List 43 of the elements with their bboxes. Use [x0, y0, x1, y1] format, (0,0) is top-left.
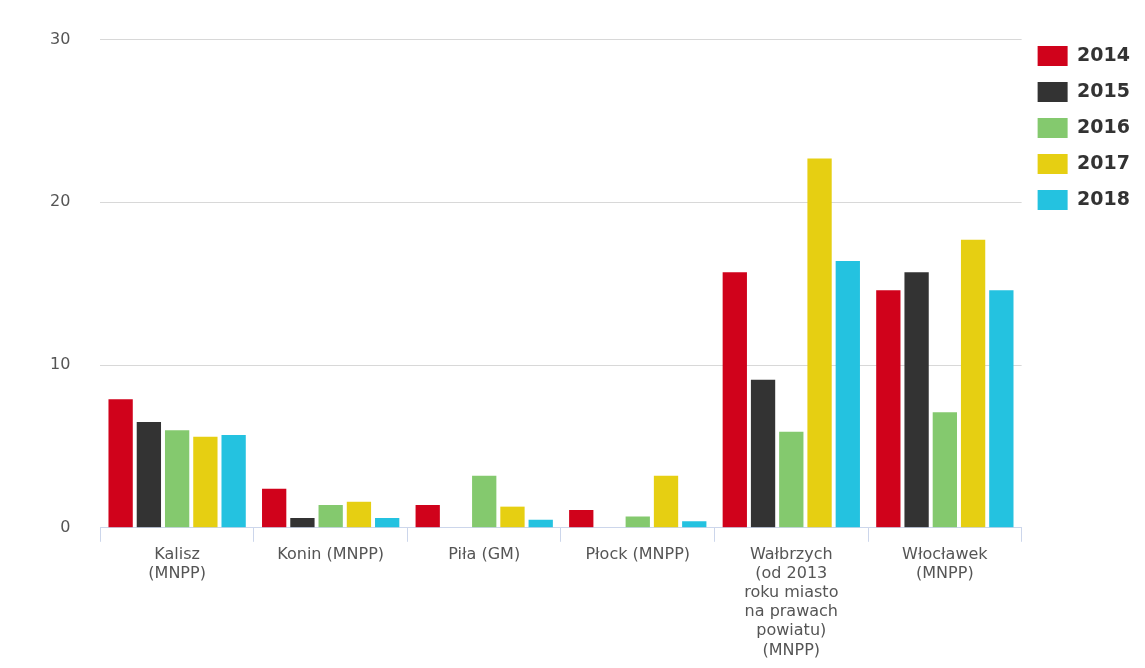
bar: [653, 475, 679, 528]
x-tick-label: Kalisz (MNPP): [148, 543, 206, 582]
y-tick-label: 0: [60, 516, 71, 536]
bar: [262, 488, 287, 528]
bar: [807, 158, 832, 528]
bar: [500, 506, 525, 528]
bar: [932, 412, 957, 528]
legend-label: 2017: [1077, 150, 1131, 173]
bar: [528, 519, 553, 528]
bar: [221, 435, 246, 528]
y-tick-label: 30: [50, 28, 71, 48]
x-tick-label: Piła (GM): [448, 543, 521, 563]
bar: [569, 509, 594, 528]
bar: [779, 431, 804, 528]
bar: [904, 272, 929, 528]
bar: [960, 239, 986, 528]
bar: [290, 518, 315, 528]
bar: [876, 290, 901, 528]
bar: [164, 430, 190, 528]
y-tick-label: 10: [50, 354, 71, 374]
bar: [318, 505, 343, 528]
bar: [682, 521, 707, 528]
legend-label: 2016: [1077, 114, 1131, 137]
bar: [193, 436, 218, 528]
x-tick-label: Włocławek (MNPP): [902, 543, 989, 582]
legend-label: 2015: [1077, 78, 1131, 101]
bar: [989, 290, 1014, 528]
legend-label: 2014: [1077, 42, 1131, 65]
bar: [415, 505, 440, 528]
bar: [346, 501, 372, 528]
bar: [108, 399, 133, 528]
bar: [472, 475, 497, 528]
bar: [750, 379, 776, 528]
bar: [835, 260, 860, 528]
x-tick-label: Konin (MNPP): [277, 543, 385, 563]
y-tick-label: 20: [50, 191, 71, 211]
x-tick-label: Wałbrzych (od 2013 roku miasto na prawach powiatu) (MNPP): [744, 543, 839, 659]
bar: [375, 518, 400, 528]
x-tick-label: Płock (MNPP): [585, 543, 691, 563]
bar: [136, 422, 162, 528]
legend-label: 2018: [1077, 186, 1131, 209]
bar: [625, 516, 650, 528]
bar: [722, 272, 747, 528]
